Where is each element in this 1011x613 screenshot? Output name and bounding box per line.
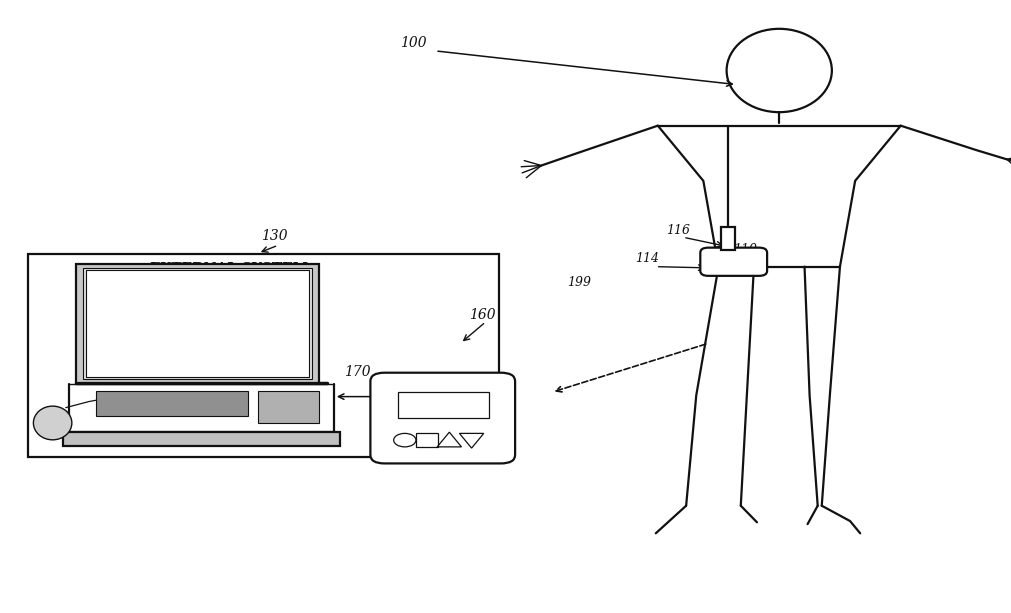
- Text: 100: 100: [399, 36, 426, 50]
- Bar: [76, 264, 318, 383]
- Bar: [96, 391, 248, 416]
- FancyBboxPatch shape: [370, 373, 515, 463]
- Bar: [397, 392, 488, 418]
- Text: 114: 114: [635, 253, 659, 265]
- Text: 112: 112: [735, 253, 759, 265]
- FancyBboxPatch shape: [700, 248, 766, 276]
- Text: 130: 130: [261, 229, 287, 243]
- Bar: [86, 270, 308, 377]
- Bar: [28, 254, 498, 457]
- Bar: [258, 391, 318, 423]
- Text: 170: 170: [344, 365, 370, 379]
- Text: 116: 116: [665, 224, 690, 237]
- Text: 160: 160: [468, 308, 494, 322]
- Ellipse shape: [33, 406, 72, 440]
- Bar: [720, 227, 734, 250]
- Bar: [416, 433, 438, 447]
- Bar: [63, 432, 340, 446]
- Text: 180: 180: [119, 271, 146, 285]
- Text: 199: 199: [566, 276, 590, 289]
- Bar: [83, 268, 311, 379]
- Text: 110: 110: [732, 243, 756, 256]
- Text: EXTERNAL SYSTEM: EXTERNAL SYSTEM: [150, 262, 307, 276]
